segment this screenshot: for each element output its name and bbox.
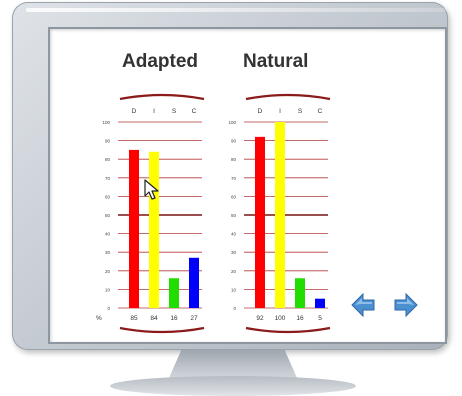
screen: Adapted Natural 0 10 20 30 40 50 60 70 80 90 100 D 8…	[48, 27, 447, 344]
value-label: 92	[256, 315, 264, 322]
mouse-pointer-icon	[144, 179, 159, 200]
bar	[255, 136, 265, 308]
monitor-frame: Adapted Natural 0 10 20 30 40 50 60 70 80 90 100 D 8…	[12, 2, 448, 350]
bar	[149, 151, 159, 308]
chart-top-curve	[245, 93, 331, 101]
y-tick-label: 80	[105, 157, 111, 162]
unit-label: %	[96, 315, 102, 322]
chart-bottom-curve	[119, 326, 205, 334]
category-label: C	[192, 108, 197, 115]
y-tick-label: 70	[105, 176, 111, 181]
y-tick-label: 50	[105, 213, 111, 218]
left-arrow-icon	[351, 292, 375, 318]
y-tick-label: 30	[105, 250, 111, 255]
y-tick-label: 0	[233, 306, 236, 311]
y-tick-label: 20	[105, 269, 111, 274]
y-tick-label: 70	[231, 176, 237, 181]
y-tick-label: 10	[105, 287, 111, 292]
y-tick-label: 10	[231, 287, 237, 292]
category-label: D	[132, 108, 137, 115]
bar	[275, 122, 285, 308]
natural-chart: 0 10 20 30 40 50 60 70 80 90 100 D 92 I 100 S 16 C 5	[228, 93, 331, 334]
category-label: I	[279, 108, 281, 115]
bar	[295, 278, 305, 308]
chart-top-curve	[119, 93, 205, 101]
adapted-chart-title: Adapted	[122, 51, 198, 72]
forward-arrow-button[interactable]	[393, 292, 419, 318]
y-tick-label: 50	[231, 213, 237, 218]
category-label: D	[258, 108, 263, 115]
value-label: 27	[190, 315, 198, 322]
bar	[169, 278, 179, 308]
y-tick-label: 100	[102, 120, 110, 125]
y-tick-label: 20	[231, 269, 237, 274]
y-tick-label: 60	[105, 194, 111, 199]
value-label: 85	[130, 315, 138, 322]
value-label: 5	[318, 315, 322, 322]
y-tick-label: 40	[105, 232, 111, 237]
value-label: 84	[150, 315, 158, 322]
category-label: S	[298, 108, 303, 115]
category-label: C	[318, 108, 323, 115]
y-tick-label: 40	[231, 232, 237, 237]
bar	[129, 149, 139, 308]
right-arrow-icon	[394, 292, 418, 318]
monitor-base	[110, 376, 356, 396]
value-label: 100	[275, 315, 286, 322]
y-tick-label: 90	[105, 139, 111, 144]
bar	[315, 298, 325, 308]
value-label: 16	[170, 315, 178, 322]
y-tick-label: 30	[231, 250, 237, 255]
chart-bottom-curve	[245, 326, 331, 334]
category-label: I	[153, 108, 155, 115]
bar	[189, 257, 199, 308]
natural-chart-title: Natural	[243, 51, 309, 72]
y-tick-label: 60	[231, 194, 237, 199]
y-tick-label: 90	[231, 139, 237, 144]
bezel-highlight	[26, 8, 446, 12]
adapted-chart: 0 10 20 30 40 50 60 70 80 90 100 D 85 I 84 S 16 C 27%	[96, 93, 205, 334]
y-tick-label: 0	[107, 306, 110, 311]
category-label: S	[172, 108, 177, 115]
y-tick-label: 100	[228, 120, 236, 125]
y-tick-label: 80	[231, 157, 237, 162]
value-label: 16	[296, 315, 304, 322]
back-arrow-button[interactable]	[350, 292, 376, 318]
